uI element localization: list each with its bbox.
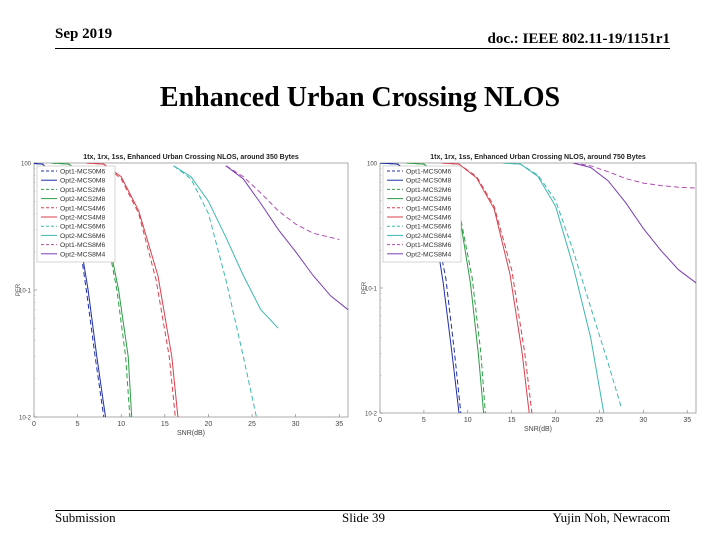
- legend-entry: Opt1-MCS4M6: [406, 205, 452, 212]
- legend-entry: Opt2-MCS2M8: [60, 196, 106, 203]
- legend-entry: Opt2-MCS4M8: [60, 215, 106, 222]
- legend-entry: Opt2-MCS4M6: [406, 215, 452, 222]
- footer-slide-number: Slide 39: [342, 510, 385, 526]
- x-tick-label: 10: [464, 417, 472, 424]
- series-line-opt2-mcs8m4: [226, 166, 348, 310]
- legend-entry: Opt1-MCS6M6: [406, 224, 452, 231]
- legend-entry: Opt2-MCS2M6: [406, 196, 452, 203]
- x-tick-label: 20: [205, 421, 213, 428]
- x-tick-label: 25: [248, 421, 256, 428]
- legend-entry: Opt2-MCS0M8: [60, 178, 106, 185]
- x-tick-label: 0: [378, 417, 382, 424]
- legend-entry: Opt1-MCS4M6: [60, 205, 106, 212]
- y-tick-label: 10-2: [19, 416, 32, 422]
- x-tick-label: 30: [292, 421, 300, 428]
- y-axis-label: PER: [16, 283, 22, 296]
- legend-entry: Opt2-MCS6M6: [60, 233, 106, 240]
- chart-title: 1tx, 1rx, 1ss, Enhanced Urban Crossing N…: [430, 154, 646, 161]
- x-axis-label: SNR(dB): [524, 426, 552, 433]
- legend-entry: Opt1-MCS0M6: [60, 169, 106, 176]
- series-line-opt2-mcs6m6: [174, 166, 279, 328]
- footer-author: Yujin Noh, Newracom: [553, 510, 670, 526]
- legend-entry: Opt1-MCS8M6: [406, 242, 452, 249]
- x-tick-label: 35: [335, 421, 343, 428]
- legend-entry: Opt2-MCS0M8: [406, 178, 452, 185]
- legend-entry: Opt1-MCS6M6: [60, 224, 106, 231]
- x-tick-label: 35: [683, 417, 691, 424]
- slide-title: Enhanced Urban Crossing NLOS: [0, 82, 720, 114]
- y-tick-label: 10-2: [365, 412, 378, 418]
- x-tick-label: 5: [76, 421, 80, 428]
- series-line-opt1-mcs8m6: [226, 166, 339, 240]
- x-tick-label: 10: [117, 421, 125, 428]
- series-line-opt1-mcs6m6: [503, 163, 622, 408]
- x-tick-label: 15: [508, 417, 516, 424]
- series-line-opt2-mcs6m4: [503, 163, 604, 413]
- series-line-opt1-mcs6m6: [174, 166, 257, 417]
- legend-entry: Opt1-MCS2M6: [60, 187, 106, 194]
- legend-entry: Opt2-MCS8M4: [406, 251, 452, 258]
- x-tick-label: 15: [161, 421, 169, 428]
- y-tick-label: 100: [367, 162, 378, 168]
- header-divider: [55, 48, 670, 49]
- legend-entry: Opt1-MCS0M6: [406, 169, 452, 176]
- x-tick-label: 20: [552, 417, 560, 424]
- x-tick-label: 5: [422, 417, 426, 424]
- footer-submission: Submission: [55, 510, 116, 526]
- legend-entry: Opt1-MCS8M6: [60, 242, 106, 249]
- x-tick-label: 30: [639, 417, 647, 424]
- y-axis-label: PER: [362, 281, 368, 294]
- chart-title: 1tx, 1rx, 1ss, Enhanced Urban Crossing N…: [83, 154, 299, 161]
- chart-750-bytes: 1tx, 1rx, 1ss, Enhanced Urban Crossing N…: [354, 150, 706, 440]
- document-number: doc.: IEEE 802.11-19/1151r1: [487, 31, 670, 48]
- x-tick-label: 0: [32, 421, 36, 428]
- legend-entry: Opt2-MCS6M4: [406, 233, 452, 240]
- chart-350-bytes: 1tx, 1rx, 1ss, Enhanced Urban Crossing N…: [8, 150, 356, 440]
- series-line-opt1-mcs8m6: [573, 163, 696, 188]
- x-axis-label: SNR(dB): [177, 430, 205, 437]
- x-tick-label: 25: [596, 417, 604, 424]
- legend-entry: Opt1-MCS2M6: [406, 187, 452, 194]
- y-tick-label: 100: [21, 162, 32, 168]
- slide-date: Sep 2019: [55, 26, 112, 43]
- legend-entry: Opt2-MCS8M4: [60, 251, 106, 258]
